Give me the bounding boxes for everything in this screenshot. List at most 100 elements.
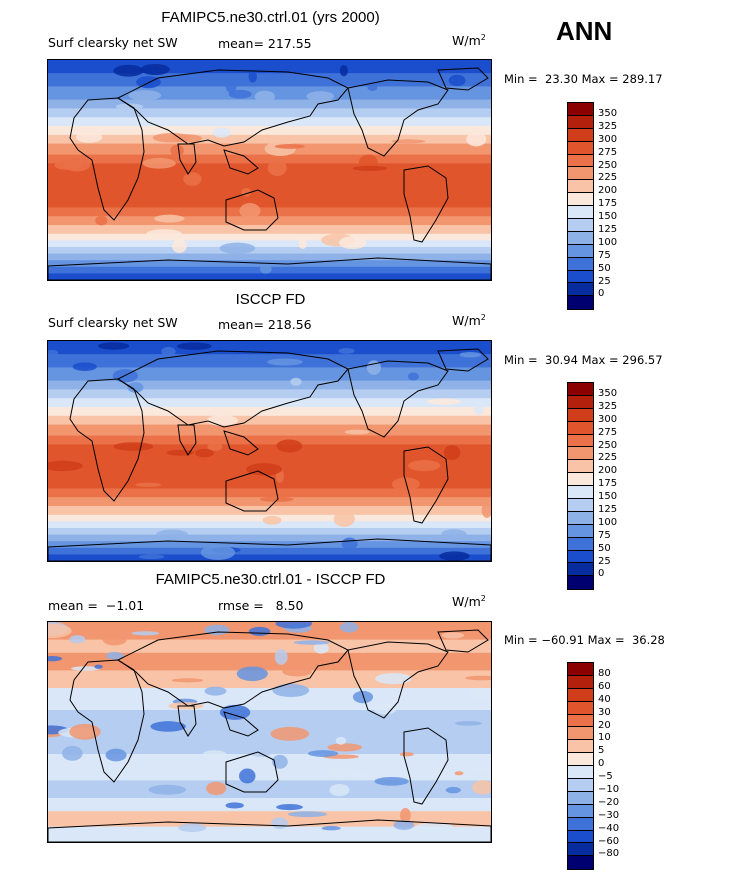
map-field-patch [272,683,310,698]
colorbar-tick-label: 275 [598,146,618,158]
colorbar-tick-label: 40 [598,693,611,705]
panel-2-title: ISCCP FD [235,291,306,308]
colorbar-tick-label: 225 [598,452,618,464]
colorbar-swatch [568,817,593,831]
map-band [48,639,491,654]
colorbar-tick-label: 30 [598,706,611,718]
colorbar-swatch [568,675,593,689]
colorbar-swatch [568,460,593,474]
map-field-patch [339,236,367,250]
colorbar-tick-label: 150 [598,211,618,223]
map-field-patch [335,736,347,745]
map-field-patch [399,752,414,757]
colorbar-tick-label: 150 [598,491,618,503]
colorbar-swatch [568,499,593,512]
map-band [48,126,491,136]
colorbar-tick-label: 250 [598,439,618,451]
map-band [48,407,491,417]
map-field-patch [195,448,214,458]
map-field-patch [113,64,144,77]
colorbar-swatch [568,180,593,194]
colorbar-tick-label: 0 [598,758,605,770]
coastline [177,143,197,175]
panel-3-colorbar [567,662,594,870]
map-band [48,435,491,445]
colorbar-swatch [568,408,593,422]
colorbar-swatch [568,447,593,461]
map-field-patch [69,723,101,740]
map-field-patch [225,80,237,93]
map-field-patch [48,655,63,662]
map-band [48,134,491,145]
coastline [69,97,145,221]
colorbar-swatch [568,141,593,155]
coastline [403,727,449,805]
map-band [48,73,491,87]
panel-1-units: W/m2 [452,33,486,49]
map-field-patch [407,460,441,472]
colorbar-swatch [568,511,593,525]
map-field-patch [307,750,339,757]
map-field-patch [219,704,251,720]
colorbar-tick-label: −5 [598,771,613,783]
map-field-patch [206,415,238,426]
map-band [48,670,491,689]
coastline [347,79,449,157]
map-field-patch [421,736,438,752]
map-field-patch [443,445,461,461]
map-field-patch [131,631,160,636]
map-field-patch [327,743,362,752]
coastline [177,424,197,456]
coastline [223,711,259,737]
coastline [437,629,489,653]
map-field-patch [293,640,330,645]
coastline [347,641,449,719]
map-field-patch [329,784,350,797]
map-field-patch [465,675,491,681]
colorbar-swatch [568,193,593,207]
map-band [48,247,491,255]
map-field-patch [239,203,261,219]
colorbar-swatch [568,766,593,780]
map-band [48,528,491,536]
panel-1-variable: Surf clearsky net SW [48,35,178,50]
map-field-patch [248,70,257,83]
map-field-patch [474,400,484,416]
colorbar-tick-label: 100 [598,236,618,248]
coastline [347,360,449,438]
map-band [48,108,491,118]
map-field-patch [287,811,327,818]
map-field-patch [275,622,313,629]
panel-3-units: W/m2 [452,594,486,610]
map-field-patch [212,127,231,138]
colorbar-swatch [568,791,593,805]
colorbar-tick-label: 0 [598,288,605,300]
map-field-patch [272,754,288,769]
map-band [48,652,491,671]
panel-2-minmax: Min = 30.94 Max = 296.57 [504,353,663,367]
colorbar-swatch [568,219,593,232]
map-band [48,780,491,799]
colorbar-tick-label: 250 [598,159,618,171]
map-field-patch [219,242,256,254]
colorbar-tick-label: 275 [598,426,618,438]
map-band [48,389,491,399]
map-band [48,398,491,408]
map-field-patch [262,515,282,525]
panel-1-map [47,59,492,281]
map-field-patch [472,780,491,795]
colorbar-swatch [568,395,593,409]
colorbar-swatch [568,383,593,396]
colorbar-swatch [568,563,593,577]
map-field-patch [321,826,341,831]
colorbar-tick-label: −60 [598,835,620,847]
map-field-patch [344,429,370,435]
map-band [48,273,491,280]
map-field-patch [441,529,467,540]
map-field-patch [375,673,412,685]
map-field-patch [407,372,420,381]
coastline [403,165,449,243]
coastline [48,819,491,842]
map-field-patch [248,626,271,636]
colorbar-tick-label: 20 [598,719,611,731]
